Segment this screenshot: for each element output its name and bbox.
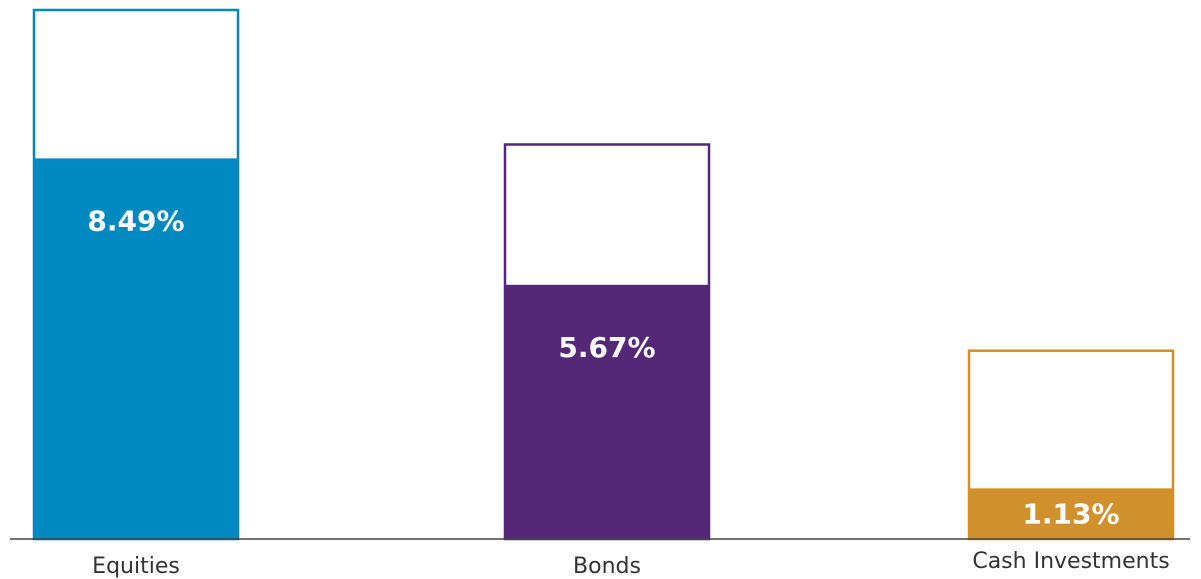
value-label-cash-investments: 1.13% [1022,498,1119,531]
category-labels: Equities Bonds Cash Investments [92,549,1169,579]
bars [33,158,1174,539]
value-label-bonds: 5.67% [558,331,655,364]
bar-bonds [504,284,710,539]
category-label-equities: Equities [92,554,180,579]
bar-cash-investments [968,488,1174,539]
value-label-equities: 8.49% [87,204,184,237]
data-labels: 8.49% 5.67% 1.13% [87,204,1119,530]
category-label-cash-investments: Cash Investments [972,549,1169,574]
bar-equities [33,158,239,539]
category-label-bonds: Bonds [573,554,641,579]
